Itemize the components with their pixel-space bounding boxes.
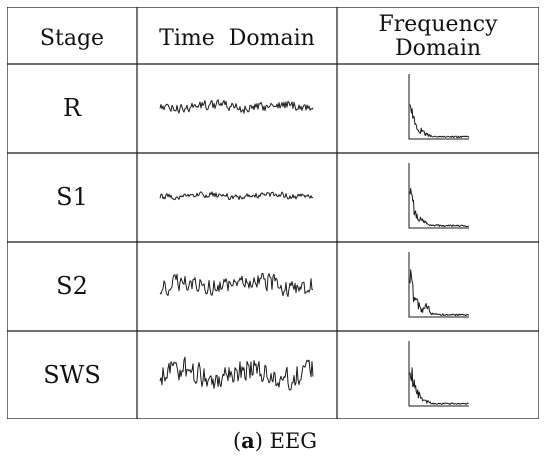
- eeg-time-waveform-icon: [159, 99, 314, 114]
- caption-text: EEG: [269, 429, 318, 453]
- header-frequency-line1: Frequency: [379, 12, 499, 37]
- eeg-spectrum-icon: [408, 163, 470, 229]
- eeg-spectrum-icon: [408, 341, 469, 407]
- table-row-s2: S2: [56, 252, 469, 318]
- header-stage: Stage: [40, 26, 104, 51]
- spectrum-trace: [409, 367, 469, 406]
- figure-caption: (a) EEG: [232, 428, 318, 453]
- spectrum-axis: [408, 74, 469, 140]
- header-time-domain: Time Domain: [159, 26, 315, 51]
- spectrum-trace: [409, 269, 469, 317]
- caption-label: a: [241, 428, 255, 453]
- eeg-time-waveform-icon: [159, 356, 314, 391]
- table-row-s1: S1: [56, 163, 470, 229]
- eeg-time-waveform-icon: [159, 191, 314, 201]
- eeg-spectrum-icon: [408, 74, 470, 140]
- eeg-stage-table: Stage Time Domain Frequency Domain R S1 …: [7, 7, 539, 419]
- spectrum-trace: [409, 188, 470, 228]
- spectrum-trace: [409, 104, 470, 139]
- eeg-spectrum-icon: [408, 252, 469, 318]
- table-row-sws: SWS: [43, 341, 469, 407]
- stage-label: R: [63, 94, 82, 122]
- spectrum-axis: [408, 163, 469, 229]
- stage-label: S1: [56, 183, 88, 211]
- table-row-r: R: [63, 74, 470, 140]
- stage-label: SWS: [43, 361, 101, 389]
- eeg-time-waveform-icon: [159, 273, 314, 297]
- header-frequency-line2: Domain: [395, 36, 481, 61]
- table-grid: [7, 7, 539, 419]
- spectrum-axis: [408, 252, 469, 318]
- table-header: Stage Time Domain Frequency Domain: [40, 12, 498, 61]
- spectrum-axis: [408, 341, 469, 407]
- stage-label: S2: [56, 272, 88, 300]
